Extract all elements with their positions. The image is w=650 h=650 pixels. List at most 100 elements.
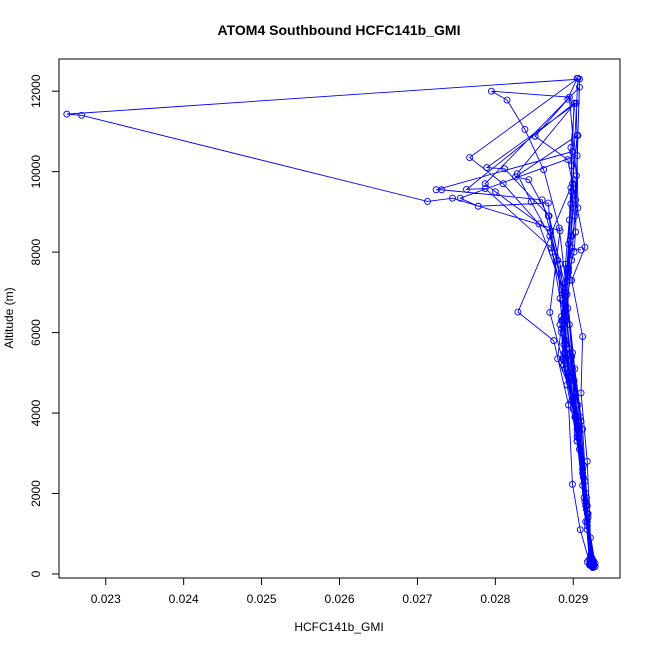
data-point (567, 144, 575, 151)
data-point (570, 377, 578, 385)
data-point (583, 510, 591, 518)
x-tick-label: 0.029 (558, 592, 588, 606)
data-point (579, 465, 587, 473)
data-point (568, 162, 576, 170)
data-point (570, 176, 578, 184)
data-point (582, 518, 590, 526)
data-point (580, 494, 588, 501)
y-axis: 0 2000 4000 6000 8000 10000 12000 (29, 74, 60, 577)
data-point (562, 317, 569, 324)
data-point (566, 236, 574, 244)
x-tick-label: 0.023 (91, 592, 121, 606)
data-point (562, 337, 569, 345)
x-axis: 0.023 0.024 0.025 0.026 0.027 0.028 0.029 (91, 577, 589, 606)
data-point (574, 433, 582, 441)
data-point (564, 304, 572, 312)
data-point (569, 405, 577, 413)
data-point (525, 176, 533, 184)
data-point (550, 337, 558, 345)
data-point (562, 365, 569, 373)
data-point (558, 329, 566, 337)
data-point (588, 561, 596, 569)
data-point (474, 202, 482, 210)
data-point (574, 204, 582, 212)
data-point (586, 561, 594, 569)
data-point (579, 469, 587, 477)
y-axis-label: Altitude (m) (2, 287, 16, 348)
data-point (579, 473, 587, 481)
data-point (535, 220, 543, 228)
x-tick-label: 0.025 (247, 592, 277, 606)
data-point (568, 256, 576, 264)
data-point (561, 292, 569, 300)
data-point (531, 132, 539, 140)
data-point (579, 461, 587, 469)
data-point (562, 349, 569, 357)
data-point (555, 224, 563, 232)
data-point (566, 357, 574, 365)
data-point (558, 296, 566, 304)
data-point (78, 111, 86, 119)
x-axis-label: HCFC141b_GMI (294, 620, 383, 634)
data-point (583, 457, 591, 465)
data-point (558, 325, 566, 333)
data-point (547, 244, 555, 252)
data-point (575, 417, 583, 425)
data-point (538, 196, 546, 204)
data-point (554, 256, 562, 264)
series-line (66, 77, 596, 569)
data-point (569, 204, 576, 212)
data-point (576, 413, 584, 421)
data-point (570, 99, 578, 107)
data-point (564, 95, 572, 103)
data-point (565, 264, 573, 272)
data-point (568, 244, 576, 252)
data-point (568, 232, 576, 240)
data-point (573, 437, 581, 445)
data-point (560, 300, 568, 308)
data-point (581, 477, 589, 485)
data-point (499, 180, 507, 188)
data-point (574, 401, 582, 409)
data-point (583, 526, 591, 534)
y-tick-label: 10000 (29, 155, 43, 189)
x-tick-label: 0.028 (480, 592, 510, 606)
data-point (572, 99, 580, 107)
data-point (568, 369, 576, 377)
data-point (573, 429, 581, 437)
data-point (572, 228, 580, 236)
data-point (561, 284, 569, 292)
data-point (491, 188, 499, 196)
data-point (567, 184, 575, 192)
data-point (438, 186, 446, 194)
data-point (544, 212, 552, 220)
data-point (546, 232, 554, 240)
data-point (547, 228, 555, 236)
data-point (572, 172, 580, 180)
data-point (521, 125, 529, 133)
data-point (584, 514, 592, 522)
data-point (456, 194, 464, 202)
data-point (579, 482, 587, 489)
data-point (487, 87, 495, 95)
data-point (568, 353, 576, 361)
data-point (556, 260, 564, 268)
y-tick-label: 12000 (29, 74, 43, 108)
data-point (577, 246, 585, 254)
data-point (569, 393, 577, 401)
data-point (569, 365, 576, 373)
y-tick-label: 0 (29, 570, 43, 577)
data-point (582, 502, 590, 510)
data-point (570, 248, 578, 256)
data-point (512, 173, 520, 181)
chart-title: ATOM4 Southbound HCFC141b_GMI (218, 22, 461, 38)
data-point (577, 389, 585, 397)
data-point (565, 93, 573, 101)
data-point (561, 280, 569, 288)
data-point (63, 110, 71, 118)
data-point (562, 345, 570, 353)
data-point (449, 194, 456, 202)
x-tick-label: 0.024 (169, 592, 199, 606)
data-point (513, 170, 521, 178)
data-point (573, 152, 581, 160)
